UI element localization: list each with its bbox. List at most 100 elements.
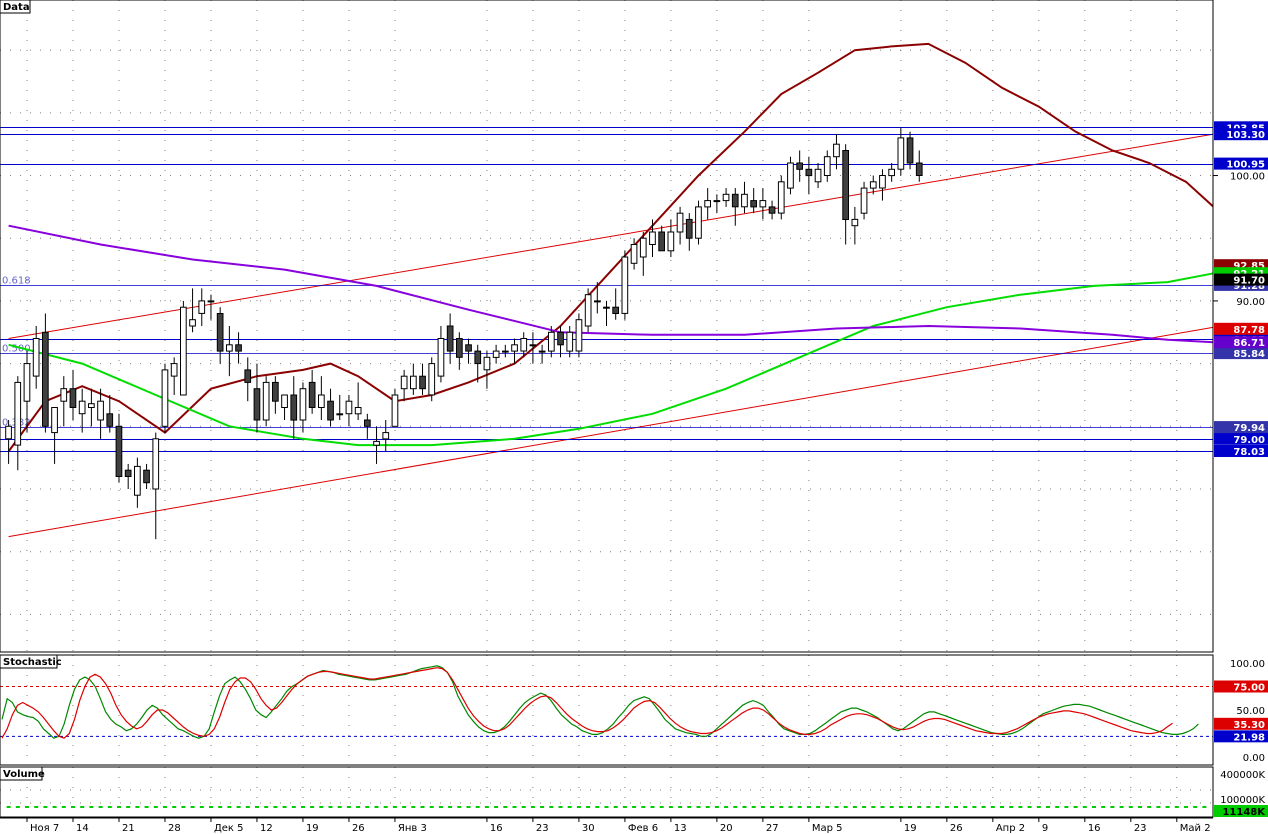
candle-body-41 xyxy=(382,432,390,440)
volume-bar-125 xyxy=(1156,806,1161,808)
volume-bar-20 xyxy=(190,806,195,808)
candle-67 xyxy=(621,250,629,320)
level-tag-1-box xyxy=(1214,128,1268,141)
candle-94 xyxy=(869,175,877,195)
volume-bar-18 xyxy=(172,806,177,808)
price-axis: 100.0090.00103.85103.30100.9586.9579.007… xyxy=(1212,0,1268,652)
volume-bar-6 xyxy=(61,806,66,808)
candle-52 xyxy=(483,351,491,389)
volume-bar-82 xyxy=(760,806,765,808)
volume-bar-67 xyxy=(622,806,627,808)
candle-4 xyxy=(42,313,49,433)
volume-bar-68 xyxy=(632,806,637,808)
candle-46 xyxy=(428,357,436,402)
candle-body-20 xyxy=(189,319,196,327)
volume-bar-122 xyxy=(1128,806,1133,808)
candle-body-99 xyxy=(915,162,923,176)
candle-42 xyxy=(391,388,399,427)
level-tag-1-label: 103.30 xyxy=(1226,130,1265,141)
candle-body-52 xyxy=(483,356,491,371)
volume-bar-84 xyxy=(779,806,784,808)
price-tag-4-box xyxy=(1214,336,1268,349)
volume-bar-64 xyxy=(595,806,600,808)
volume-panel-label-box[interactable] xyxy=(0,766,43,781)
candle-33 xyxy=(308,369,316,414)
candle-body-97 xyxy=(897,137,905,170)
candle-body-29 xyxy=(272,381,279,402)
volume-bar-123 xyxy=(1138,806,1142,808)
volume-bar-4 xyxy=(43,806,48,808)
volume-bar-0 xyxy=(6,806,11,808)
volume-bar-17 xyxy=(163,806,167,808)
candle-body-84 xyxy=(777,181,785,214)
candle-body-19 xyxy=(180,306,187,396)
candle-98 xyxy=(906,131,914,170)
candle-17 xyxy=(161,363,169,433)
volume-bar-101 xyxy=(935,806,940,808)
candle-body-61 xyxy=(566,331,574,352)
candle-81 xyxy=(750,188,757,214)
price-grid xyxy=(0,0,1213,652)
candle-34 xyxy=(318,376,325,421)
volume-bar-53 xyxy=(494,806,499,808)
volume-bar-55 xyxy=(512,806,517,808)
candle-body-57 xyxy=(529,344,537,347)
candle-2 xyxy=(23,351,31,433)
volume-bar-70 xyxy=(650,806,655,808)
candle-85 xyxy=(787,156,794,195)
candle-0 xyxy=(5,420,12,464)
volume-bar-93 xyxy=(862,806,867,808)
candle-16 xyxy=(152,432,160,540)
stochastic-tick-label-0: 100.00 xyxy=(1230,659,1265,670)
candle-82 xyxy=(759,188,767,220)
candle-body-96 xyxy=(888,168,895,177)
candle-body-90 xyxy=(833,143,840,158)
volume-bar-103 xyxy=(954,806,958,808)
time-tick-label-21: 16 xyxy=(1088,823,1101,834)
candle-39 xyxy=(364,413,371,439)
candle-body-93 xyxy=(860,187,868,214)
candle-32 xyxy=(299,382,307,433)
candle-48 xyxy=(446,313,454,364)
time-axis: Ноя 7 14 21 28 Дек 5 12 19 26 Янв 3 16 23 30 Фев 6 13… xyxy=(0,817,1213,834)
candle-body-82 xyxy=(759,200,767,208)
time-tick-label-3: 28 xyxy=(168,823,181,834)
stochastic-panel-label-box[interactable] xyxy=(0,654,58,669)
fib-tag-0-label: 91.28 xyxy=(1233,281,1265,292)
candle-86 xyxy=(796,150,803,182)
candle-body-68 xyxy=(630,244,638,264)
candle-body-11 xyxy=(106,413,114,427)
price-panel-label-box[interactable] xyxy=(0,0,31,14)
candle-body-60 xyxy=(557,331,564,346)
candle-7 xyxy=(69,369,77,421)
candle-body-43 xyxy=(400,375,408,390)
candle-body-46 xyxy=(428,363,436,396)
volume-bar-97 xyxy=(898,806,903,808)
time-tick-label-22: 23 xyxy=(1134,823,1147,834)
candle-body-65 xyxy=(603,306,610,309)
candle-66 xyxy=(612,288,619,320)
volume-bar-86 xyxy=(797,806,802,808)
volume-bar-87 xyxy=(806,806,811,808)
candle-body-58 xyxy=(538,350,546,353)
volume-panel-label: Volume xyxy=(3,769,45,780)
moving-average-line-1 xyxy=(8,272,1214,447)
candle-37 xyxy=(345,394,353,427)
candle-body-2 xyxy=(23,363,31,402)
stochastic-level-tag-1-box xyxy=(1214,730,1268,743)
volume-bar-121 xyxy=(1119,806,1124,808)
candle-89 xyxy=(823,150,831,182)
candle-body-33 xyxy=(308,381,316,408)
candle-20 xyxy=(189,288,196,333)
candles xyxy=(5,127,923,540)
volume-bar-128 xyxy=(1184,806,1188,808)
candle-body-86 xyxy=(796,162,803,170)
candle-body-0 xyxy=(5,425,12,440)
candle-75 xyxy=(695,200,702,245)
stochastic-level-tag-1-label: 21.98 xyxy=(1233,732,1265,743)
time-tick-label-8: Янв 3 xyxy=(398,823,427,834)
level-tag-5-label: 78.03 xyxy=(1233,447,1265,458)
candle-body-18 xyxy=(170,363,178,377)
level-tag-2-box xyxy=(1214,157,1268,170)
